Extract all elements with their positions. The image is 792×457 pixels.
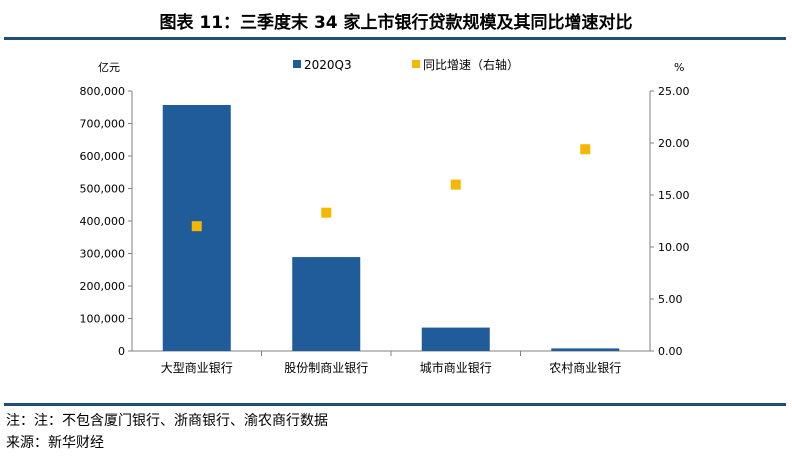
footer-rule xyxy=(4,403,786,406)
left-tick-label: 100,000 xyxy=(80,313,126,326)
growth-marker xyxy=(580,144,591,155)
legend-swatch-bar xyxy=(293,60,301,68)
legend-label-bar: 2020Q3 xyxy=(304,58,352,72)
category-label: 城市商业银行 xyxy=(420,360,492,375)
left-tick-label: 300,000 xyxy=(80,248,126,261)
right-tick-label: 20.00 xyxy=(658,137,690,150)
right-tick-label: 5.00 xyxy=(658,293,683,306)
chart-title: 图表 11：三季度末 34 家上市银行贷款规模及其同比增速对比 xyxy=(159,13,633,33)
growth-marker xyxy=(450,179,461,190)
growth-marker xyxy=(321,207,332,218)
growth-marker xyxy=(191,221,202,232)
left-tick-label: 0 xyxy=(118,345,125,358)
legend-swatch-marker xyxy=(412,60,420,68)
right-tick-label: 15.00 xyxy=(658,189,690,202)
bar-2020q3 xyxy=(421,327,490,351)
chart-source: 来源：新华财经 xyxy=(6,435,104,451)
right-tick-label: 25.00 xyxy=(658,85,690,98)
chart-canvas: 0 100,000 200,000 300,000 400,000 500,000 600,… xyxy=(80,57,690,375)
left-tick-label: 700,000 xyxy=(80,118,126,131)
category-label: 大型商业银行 xyxy=(161,360,233,375)
category-label: 股份制商业银行 xyxy=(284,360,368,375)
chart-note: 注：注：不包含厦门银行、浙商银行、渝农商行数据 xyxy=(6,413,328,429)
left-tick-label: 200,000 xyxy=(80,280,126,293)
right-tick-label: 0.00 xyxy=(658,345,683,358)
left-tick-label: 400,000 xyxy=(80,215,126,228)
right-axis-unit: % xyxy=(674,61,684,74)
bar-2020q3 xyxy=(292,257,361,351)
title-rule xyxy=(4,37,786,40)
left-tick-label: 500,000 xyxy=(80,183,126,196)
legend-label-marker: 同比增速（右轴） xyxy=(423,57,519,72)
left-tick-label: 600,000 xyxy=(80,150,126,163)
category-label: 农村商业银行 xyxy=(549,360,621,375)
left-axis-unit: 亿元 xyxy=(98,61,120,74)
bar-2020q3 xyxy=(551,348,620,351)
left-tick-label: 800,000 xyxy=(80,85,126,98)
right-tick-label: 10.00 xyxy=(658,241,690,254)
